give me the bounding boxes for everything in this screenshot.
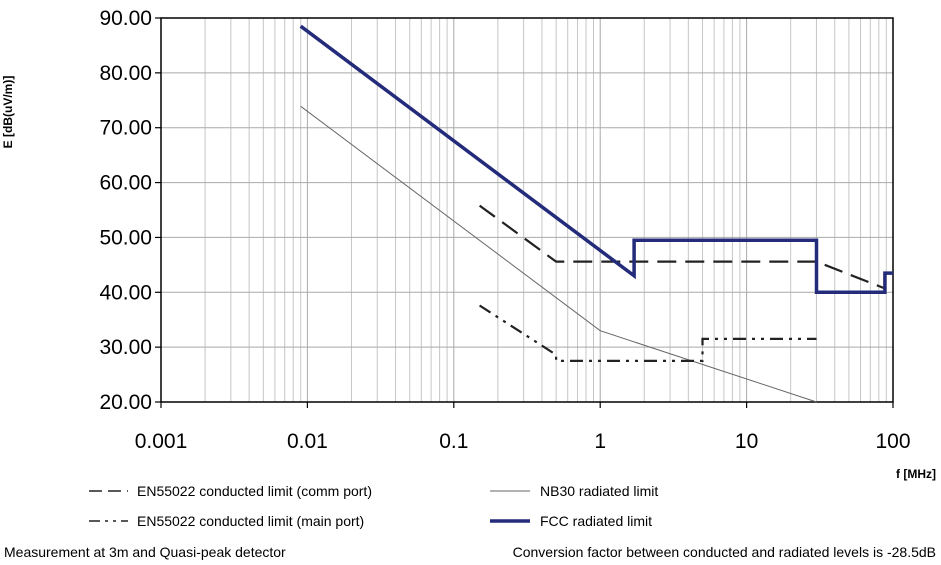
y-tick-label: 40.00 — [99, 281, 152, 304]
x-axis-label: f [MHz] — [896, 467, 936, 481]
series-line-0 — [478, 204, 887, 291]
series-line-3 — [299, 24, 893, 295]
legend-label-main-port: EN55022 conducted limit (main port) — [137, 513, 364, 529]
y-axis-label: E [dB(uV/m)] — [1, 76, 15, 149]
x-tick-label: 0.001 — [135, 430, 188, 453]
x-tick-label: 1 — [594, 430, 606, 453]
y-tick-label: 20.00 — [99, 391, 152, 414]
legend-label-nb30: NB30 radiated limit — [540, 483, 658, 499]
x-tick-label: 0.1 — [439, 430, 468, 453]
note-conversion: Conversion factor between conducted and … — [513, 544, 936, 560]
x-tick-label: 10 — [735, 430, 758, 453]
y-tick-label: 60.00 — [99, 172, 152, 195]
series-line-2 — [479, 304, 817, 362]
x-tick-label: 0.01 — [287, 430, 328, 453]
y-axis-ticks: 20.00 30.00 40.00 50.00 60.00 70.00 80.00 90.00 — [99, 7, 161, 414]
y-tick-label: 80.00 — [99, 62, 152, 85]
x-tick-label: 100 — [875, 430, 910, 453]
legend-label-fcc: FCC radiated limit — [540, 513, 652, 529]
legend: EN55022 conducted limit (comm port) NB30… — [89, 483, 658, 529]
y-tick-label: 30.00 — [99, 336, 152, 359]
legend-label-comm-port: EN55022 conducted limit (comm port) — [137, 483, 372, 499]
y-tick-label: 70.00 — [99, 117, 152, 140]
note-measurement: Measurement at 3m and Quasi-peak detecto… — [4, 544, 286, 560]
x-axis-ticks: 0.001 0.01 0.1 1 10 100 — [135, 402, 911, 453]
series-layer — [299, 24, 893, 403]
y-tick-label: 50.00 — [99, 226, 152, 249]
grid-lines — [160, 17, 893, 403]
series-line-1 — [300, 105, 817, 403]
plot-area — [160, 17, 894, 403]
y-tick-label: 90.00 — [99, 7, 152, 30]
